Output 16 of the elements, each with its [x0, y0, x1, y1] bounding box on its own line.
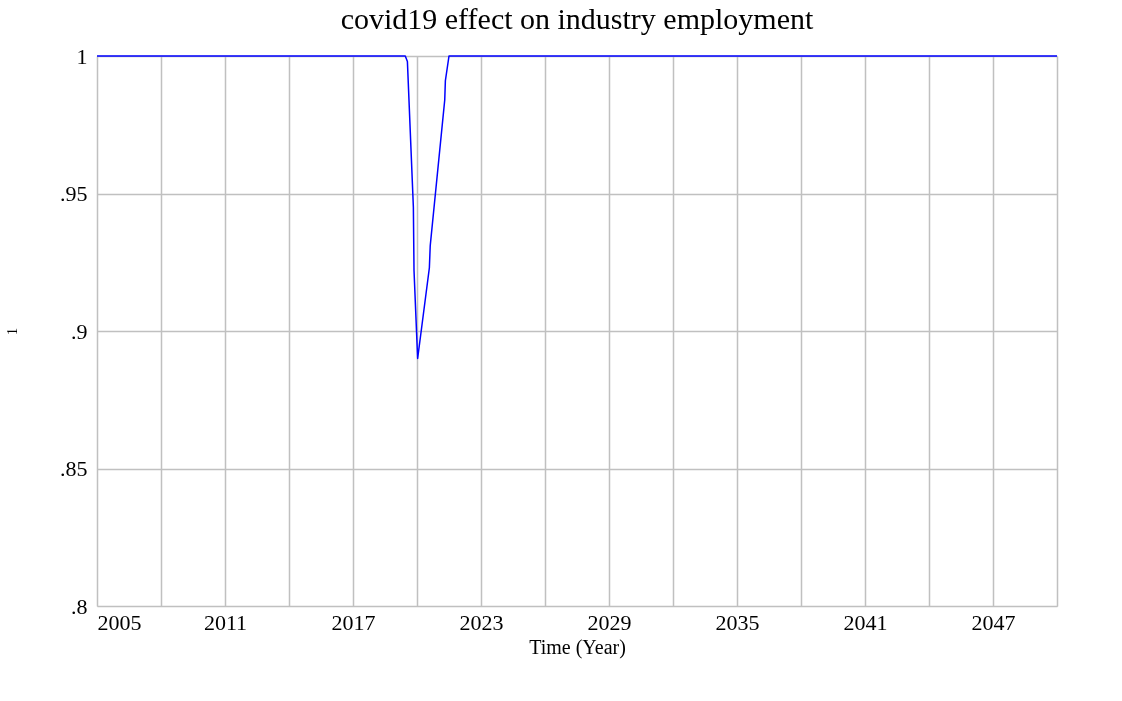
x-tick-label: 2029	[587, 609, 632, 635]
y-tick-label: .95	[60, 181, 88, 206]
x-tick-label: 2035	[715, 609, 760, 635]
y-tick-label: .9	[71, 318, 88, 344]
x-tick-label: 2017	[331, 609, 376, 635]
x-tick-label: 2023	[459, 609, 504, 635]
y-tick-label: 1	[76, 43, 88, 69]
x-tick-label: 2011	[203, 609, 248, 635]
y-axis-title: 1	[5, 328, 20, 335]
x-axis-title: Time (Year)	[529, 635, 626, 659]
x-tick-label: 2047	[971, 609, 1016, 635]
y-tick-label: .8	[71, 593, 88, 619]
x-tick-label: 2005	[97, 609, 142, 635]
chart-title: covid19 effect on industry employment	[340, 2, 814, 35]
y-tick-label: .85	[60, 456, 88, 481]
x-tick-label: 2041	[843, 609, 888, 635]
